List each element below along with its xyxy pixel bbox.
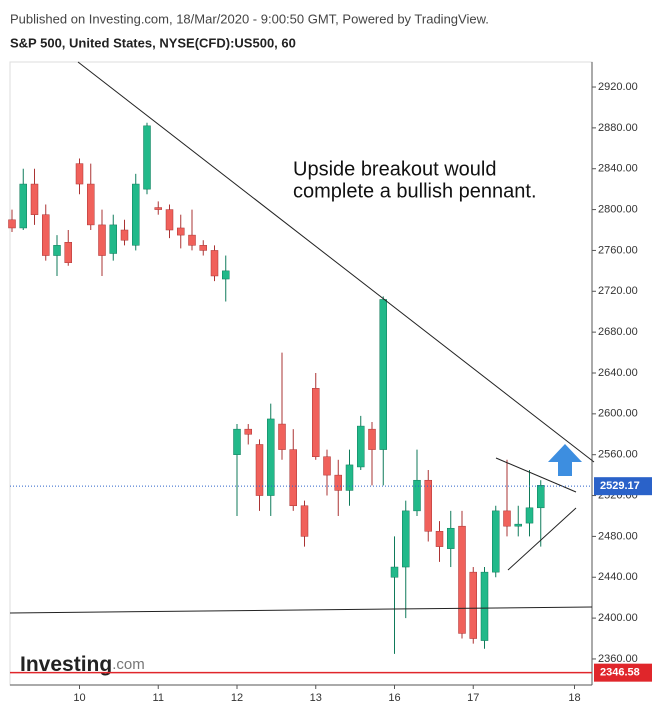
candle-body [98, 224, 106, 256]
logo: Investing.com [20, 653, 145, 676]
candle-body [109, 224, 117, 254]
x-tick-label: 10 [73, 692, 85, 704]
candle-body [289, 449, 297, 507]
last-price-label: 2529.17 [600, 480, 640, 492]
candle-body [53, 245, 61, 256]
candle-body [525, 507, 534, 524]
candle-body [210, 250, 219, 277]
x-tick-label: 17 [467, 692, 479, 704]
y-tick-label: 2440.00 [598, 571, 638, 583]
candle-body [19, 183, 27, 229]
y-tick-label: 2400.00 [598, 612, 638, 624]
candle-body [424, 479, 432, 532]
candle-body [64, 242, 72, 263]
last-price-box [594, 477, 652, 496]
candle-body [514, 523, 522, 527]
candle-body [255, 444, 264, 496]
y-tick-label: 2880.00 [598, 122, 638, 134]
candle-body [222, 270, 230, 280]
header: Published on Investing.com, 18/Mar/2020 … [10, 11, 489, 26]
logo-suffix: .com [112, 656, 145, 673]
annotation: Upside breakout would [293, 158, 496, 180]
candle-body [334, 474, 342, 491]
low-line-box [594, 663, 652, 682]
candle-body [312, 388, 320, 457]
candle-body [244, 428, 252, 435]
candle-body [368, 428, 376, 450]
candle-body [323, 456, 331, 476]
candle-body [42, 214, 50, 256]
candle-body [267, 418, 275, 496]
candle-body [402, 510, 410, 568]
y-tick-label: 2840.00 [598, 163, 638, 175]
candle-body [199, 245, 207, 251]
candle-body [447, 527, 455, 549]
x-tick-label: 12 [231, 692, 243, 704]
candle-body [177, 227, 185, 236]
candle-body [87, 183, 95, 226]
x-tick-label: 16 [388, 692, 400, 704]
x-tick-label: 18 [568, 692, 580, 704]
pennant-lower [507, 507, 577, 571]
candle-body [75, 163, 84, 185]
y-tick-label: 2920.00 [598, 81, 638, 93]
y-tick-label: 2680.00 [598, 326, 638, 338]
candle-body [537, 485, 545, 509]
candle-body [165, 209, 174, 231]
y-tick-label: 2640.00 [598, 367, 638, 379]
candle-body [132, 183, 140, 246]
y-tick-label: 2480.00 [598, 530, 638, 542]
support-line [9, 606, 593, 614]
y-tick-label: 2720.00 [598, 285, 638, 297]
candle-body [503, 510, 511, 527]
candle-body [233, 428, 241, 455]
candle-body [413, 479, 421, 512]
arrow-up [548, 444, 582, 476]
candle-body [458, 525, 466, 634]
annotation: complete a bullish pennant. [293, 180, 537, 202]
candle-body [8, 219, 16, 229]
candle-body [357, 425, 365, 468]
candle-body [345, 464, 354, 491]
candle-body [480, 571, 489, 641]
candle-body [379, 299, 387, 450]
candle-body [300, 505, 309, 537]
logo-main: Investing [20, 653, 112, 676]
y-tick-label: 2800.00 [598, 203, 638, 215]
x-tick-label: 11 [153, 692, 164, 704]
chart-title: S&P 500, United States, NYSE(CFD):US500,… [10, 35, 296, 50]
candle-body [30, 183, 39, 215]
trend-line [77, 61, 595, 463]
candle-body [492, 510, 500, 573]
candle-body [469, 571, 477, 639]
candle-body [188, 234, 196, 246]
y-tick-label: 2560.00 [598, 449, 638, 461]
candle-body [390, 566, 399, 578]
candle-body [435, 531, 444, 547]
y-tick-label: 2600.00 [598, 408, 638, 420]
marks [8, 122, 545, 654]
x-tick-label: 13 [310, 692, 322, 704]
candle-body [120, 229, 129, 241]
candle-body [154, 207, 162, 210]
candle-body [143, 125, 151, 190]
candle-body [278, 423, 286, 450]
low-line-label: 2346.58 [600, 667, 640, 679]
y-tick-label: 2360.00 [598, 653, 638, 665]
y-tick-label: 2760.00 [598, 244, 638, 256]
